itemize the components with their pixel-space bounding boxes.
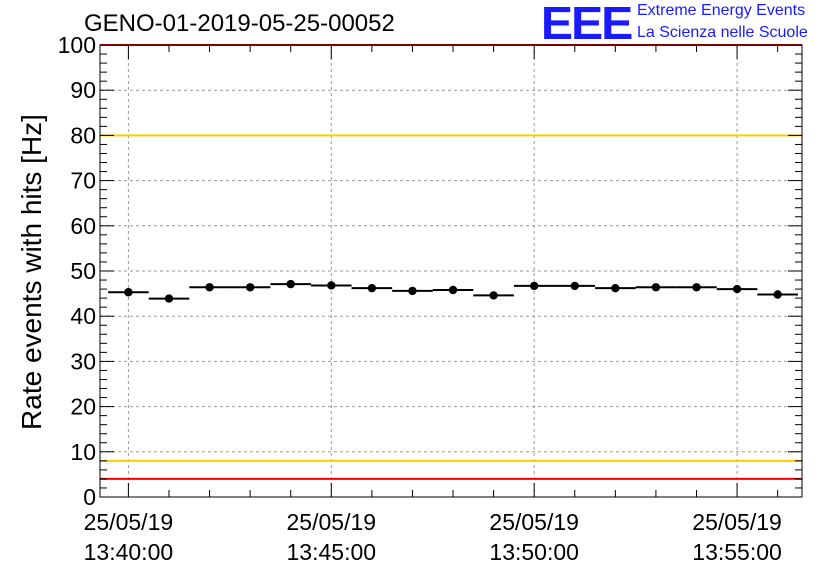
data-point	[732, 284, 742, 294]
x-tick-label-date: 25/05/19	[489, 509, 579, 535]
data-point	[124, 288, 133, 297]
data-point	[205, 283, 214, 292]
y-tick-label: 20	[70, 394, 96, 420]
data-point	[286, 279, 295, 289]
x-tick-label-time: 13:40:00	[84, 539, 174, 565]
x-tick-label-date: 25/05/19	[287, 509, 377, 535]
data-point	[611, 283, 620, 293]
logo-line-2: La Scienza nelle Scuole	[637, 24, 808, 41]
y-tick-label: 70	[70, 168, 96, 194]
y-tick-label: 90	[70, 77, 96, 103]
data-point	[651, 283, 661, 292]
data-point	[529, 281, 539, 291]
x-tick-label-date: 25/05/19	[692, 509, 782, 535]
x-tick-label-time: 13:55:00	[692, 539, 782, 565]
y-tick-label: 10	[70, 439, 96, 465]
y-tick-label: 50	[70, 258, 96, 284]
data-point	[448, 285, 458, 295]
data-point	[164, 294, 174, 303]
eee-logo: EEE	[540, 0, 633, 49]
y-tick-label: 100	[58, 32, 96, 58]
data-point	[327, 281, 336, 290]
data-point	[773, 290, 782, 299]
data-point	[570, 281, 579, 291]
chart-title: GENO-01-2019-05-25-00052	[84, 10, 395, 37]
data-point	[367, 283, 377, 293]
y-axis-label: Rate events with hits [Hz]	[16, 114, 47, 430]
y-tick-label: 0	[83, 484, 96, 510]
data-point	[489, 291, 498, 300]
x-tick-label-time: 13:50:00	[489, 539, 579, 565]
y-tick-label: 80	[70, 122, 96, 148]
x-tick-label-date: 25/05/19	[84, 509, 174, 535]
y-tick-label: 30	[70, 348, 96, 374]
y-tick-label: 60	[70, 213, 96, 239]
data-point	[245, 283, 255, 292]
logo-line-1: Extreme Energy Events	[637, 2, 806, 19]
y-tick-label: 40	[70, 303, 96, 329]
data-point	[408, 286, 417, 296]
data-point	[692, 283, 701, 292]
x-tick-label-time: 13:45:00	[287, 539, 377, 565]
